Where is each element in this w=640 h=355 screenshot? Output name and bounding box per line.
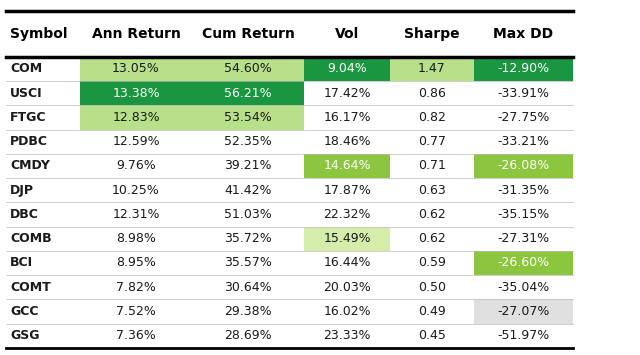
Bar bbox=[192, 105, 304, 130]
Bar bbox=[304, 154, 390, 178]
Bar bbox=[192, 81, 304, 105]
Text: 9.76%: 9.76% bbox=[116, 159, 156, 173]
Text: 7.82%: 7.82% bbox=[116, 281, 156, 294]
Text: FTGC: FTGC bbox=[10, 111, 47, 124]
Text: 12.31%: 12.31% bbox=[112, 208, 160, 221]
Text: 10.25%: 10.25% bbox=[112, 184, 160, 197]
Text: Symbol: Symbol bbox=[10, 27, 68, 41]
Text: DBC: DBC bbox=[10, 208, 39, 221]
Bar bbox=[80, 81, 192, 105]
Text: Max DD: Max DD bbox=[493, 27, 553, 41]
Text: -27.31%: -27.31% bbox=[497, 232, 549, 245]
Bar bbox=[474, 57, 573, 81]
Text: 8.98%: 8.98% bbox=[116, 232, 156, 245]
Text: COM: COM bbox=[10, 62, 42, 75]
Text: DJP: DJP bbox=[10, 184, 35, 197]
Text: 13.05%: 13.05% bbox=[112, 62, 160, 75]
Text: COMT: COMT bbox=[10, 281, 51, 294]
Text: -35.04%: -35.04% bbox=[497, 281, 549, 294]
Text: COMB: COMB bbox=[10, 232, 52, 245]
Text: -51.97%: -51.97% bbox=[497, 329, 549, 342]
Bar bbox=[474, 251, 573, 275]
Text: 9.04%: 9.04% bbox=[327, 62, 367, 75]
Bar bbox=[80, 57, 192, 81]
Text: -27.07%: -27.07% bbox=[497, 305, 549, 318]
Text: 20.03%: 20.03% bbox=[323, 281, 371, 294]
Text: -33.91%: -33.91% bbox=[497, 87, 549, 100]
Text: 16.17%: 16.17% bbox=[323, 111, 371, 124]
Text: 0.82: 0.82 bbox=[418, 111, 446, 124]
Text: 18.46%: 18.46% bbox=[323, 135, 371, 148]
Text: 22.32%: 22.32% bbox=[323, 208, 371, 221]
Text: 35.72%: 35.72% bbox=[224, 232, 272, 245]
Text: 0.63: 0.63 bbox=[418, 184, 446, 197]
Text: 12.59%: 12.59% bbox=[112, 135, 160, 148]
Text: Vol: Vol bbox=[335, 27, 359, 41]
Text: 30.64%: 30.64% bbox=[224, 281, 272, 294]
Text: 56.21%: 56.21% bbox=[224, 87, 272, 100]
Text: PDBC: PDBC bbox=[10, 135, 48, 148]
Text: 15.49%: 15.49% bbox=[323, 232, 371, 245]
Text: 52.35%: 52.35% bbox=[224, 135, 272, 148]
Text: 54.60%: 54.60% bbox=[224, 62, 272, 75]
Text: 0.71: 0.71 bbox=[418, 159, 446, 173]
Text: -12.90%: -12.90% bbox=[497, 62, 549, 75]
Text: 7.36%: 7.36% bbox=[116, 329, 156, 342]
Text: 7.52%: 7.52% bbox=[116, 305, 156, 318]
Text: 35.57%: 35.57% bbox=[224, 257, 272, 269]
Text: -26.60%: -26.60% bbox=[497, 257, 549, 269]
Text: -33.21%: -33.21% bbox=[497, 135, 549, 148]
Text: 13.38%: 13.38% bbox=[112, 87, 160, 100]
Text: GSG: GSG bbox=[10, 329, 40, 342]
Text: 0.59: 0.59 bbox=[418, 257, 446, 269]
Text: 51.03%: 51.03% bbox=[224, 208, 272, 221]
Text: USCI: USCI bbox=[10, 87, 43, 100]
Text: 0.62: 0.62 bbox=[418, 232, 446, 245]
Text: CMDY: CMDY bbox=[10, 159, 50, 173]
Text: BCI: BCI bbox=[10, 257, 33, 269]
Text: Sharpe: Sharpe bbox=[404, 27, 460, 41]
Bar bbox=[80, 105, 192, 130]
Text: 8.95%: 8.95% bbox=[116, 257, 156, 269]
Text: Ann Return: Ann Return bbox=[92, 27, 180, 41]
Text: -31.35%: -31.35% bbox=[497, 184, 549, 197]
Text: 41.42%: 41.42% bbox=[224, 184, 272, 197]
Text: 39.21%: 39.21% bbox=[224, 159, 272, 173]
Text: 0.62: 0.62 bbox=[418, 208, 446, 221]
Text: 12.83%: 12.83% bbox=[112, 111, 160, 124]
Text: 16.44%: 16.44% bbox=[323, 257, 371, 269]
Text: 0.45: 0.45 bbox=[418, 329, 446, 342]
Text: -35.15%: -35.15% bbox=[497, 208, 549, 221]
Text: 0.86: 0.86 bbox=[418, 87, 446, 100]
Text: -26.08%: -26.08% bbox=[497, 159, 549, 173]
Bar bbox=[304, 226, 390, 251]
Text: 17.87%: 17.87% bbox=[323, 184, 371, 197]
Text: 28.69%: 28.69% bbox=[224, 329, 272, 342]
Text: 0.50: 0.50 bbox=[418, 281, 446, 294]
Text: Cum Return: Cum Return bbox=[202, 27, 294, 41]
Text: -27.75%: -27.75% bbox=[497, 111, 549, 124]
Text: 0.77: 0.77 bbox=[418, 135, 446, 148]
Text: 53.54%: 53.54% bbox=[224, 111, 272, 124]
Bar bbox=[474, 154, 573, 178]
Bar bbox=[474, 299, 573, 324]
Bar bbox=[304, 57, 390, 81]
Text: 1.47: 1.47 bbox=[418, 62, 446, 75]
Text: 16.02%: 16.02% bbox=[323, 305, 371, 318]
Text: 0.49: 0.49 bbox=[418, 305, 446, 318]
Text: GCC: GCC bbox=[10, 305, 39, 318]
Text: 29.38%: 29.38% bbox=[224, 305, 272, 318]
Bar bbox=[192, 57, 304, 81]
Bar bbox=[390, 57, 474, 81]
Text: 17.42%: 17.42% bbox=[323, 87, 371, 100]
Text: 14.64%: 14.64% bbox=[323, 159, 371, 173]
Text: 23.33%: 23.33% bbox=[323, 329, 371, 342]
